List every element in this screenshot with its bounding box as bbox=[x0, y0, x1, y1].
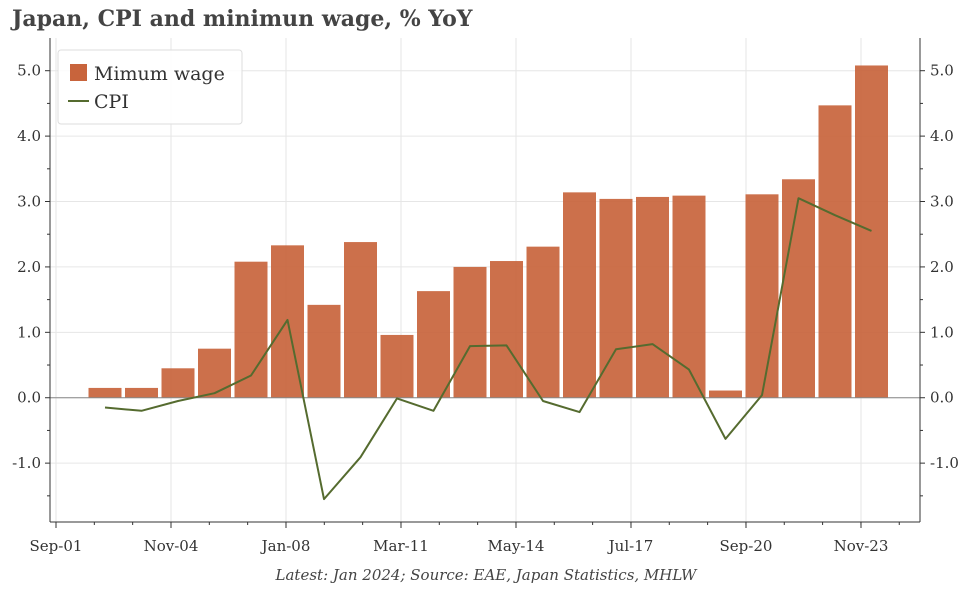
wage-bar bbox=[636, 196, 669, 398]
legend: Mimum wage CPI bbox=[57, 49, 243, 125]
wage-bar bbox=[307, 304, 341, 398]
legend-box bbox=[57, 49, 243, 125]
legend-bar-swatch bbox=[70, 64, 87, 81]
wage-bar bbox=[855, 65, 888, 398]
chart-title: Japan, CPI and minimun wage, % YoY bbox=[12, 6, 473, 32]
y-tick-label-right: 1.0 bbox=[930, 323, 954, 341]
wage-bar bbox=[490, 261, 523, 398]
y-tick-label-right: 5.0 bbox=[930, 62, 954, 80]
x-tick-label: May-14 bbox=[488, 537, 545, 555]
y-tick-label-right: -1.0 bbox=[930, 454, 959, 472]
y-tick-label-left: -1.0 bbox=[12, 454, 41, 472]
wage-bar bbox=[599, 198, 633, 398]
wage-bar bbox=[526, 246, 560, 398]
wage-bar bbox=[417, 291, 450, 398]
wage-bar bbox=[198, 348, 231, 398]
y-tick-label-left: 2.0 bbox=[17, 258, 41, 276]
x-tick-label: Sep-01 bbox=[30, 537, 83, 555]
wage-bar bbox=[161, 368, 195, 398]
y-tick-label-left: 3.0 bbox=[17, 193, 41, 211]
y-tick-label-right: 4.0 bbox=[930, 127, 954, 145]
x-tick-label: Mar-11 bbox=[373, 537, 429, 555]
x-tick-label: Jan-08 bbox=[260, 537, 311, 555]
y-tick-label-left: 4.0 bbox=[17, 127, 41, 145]
wage-bar bbox=[344, 242, 377, 398]
y-tick-label-left: 0.0 bbox=[17, 389, 41, 407]
line-series bbox=[104, 197, 872, 501]
x-tick-label: Jul-17 bbox=[607, 537, 654, 555]
wage-bar bbox=[234, 261, 268, 398]
wage-bar bbox=[453, 266, 487, 398]
chart-footnote: Latest: Jan 2024; Source: EAE, Japan Sta… bbox=[275, 566, 697, 584]
y-tick-label-right: 3.0 bbox=[930, 193, 954, 211]
y-tick-label-left: 1.0 bbox=[17, 323, 41, 341]
x-tick-label: Nov-04 bbox=[144, 537, 199, 555]
axes: -1.0 -1.0 0.0 0.0 1.0 1.0 2.0 2.0 3.0 3.0 4.0 4.0 5.… bbox=[12, 38, 959, 555]
y-tick-label-right: 0.0 bbox=[930, 389, 954, 407]
cpi-line bbox=[104, 197, 872, 501]
bar-series bbox=[88, 65, 888, 398]
x-tick-label: Nov-23 bbox=[834, 537, 889, 555]
y-tick-label-right: 2.0 bbox=[930, 258, 954, 276]
legend-label-wage: Mimum wage bbox=[94, 63, 225, 85]
x-tick-label: Sep-20 bbox=[720, 537, 773, 555]
wage-bar bbox=[745, 194, 779, 398]
wage-bar bbox=[818, 105, 852, 398]
wage-bar bbox=[782, 179, 815, 398]
wage-bar bbox=[709, 390, 742, 398]
wage-bar bbox=[88, 387, 122, 398]
wage-bar bbox=[125, 387, 158, 398]
wage-bar bbox=[563, 192, 596, 398]
wage-bar bbox=[380, 334, 414, 398]
wage-bar bbox=[672, 195, 706, 398]
y-tick-label-left: 5.0 bbox=[17, 62, 41, 80]
legend-label-cpi: CPI bbox=[94, 91, 129, 113]
